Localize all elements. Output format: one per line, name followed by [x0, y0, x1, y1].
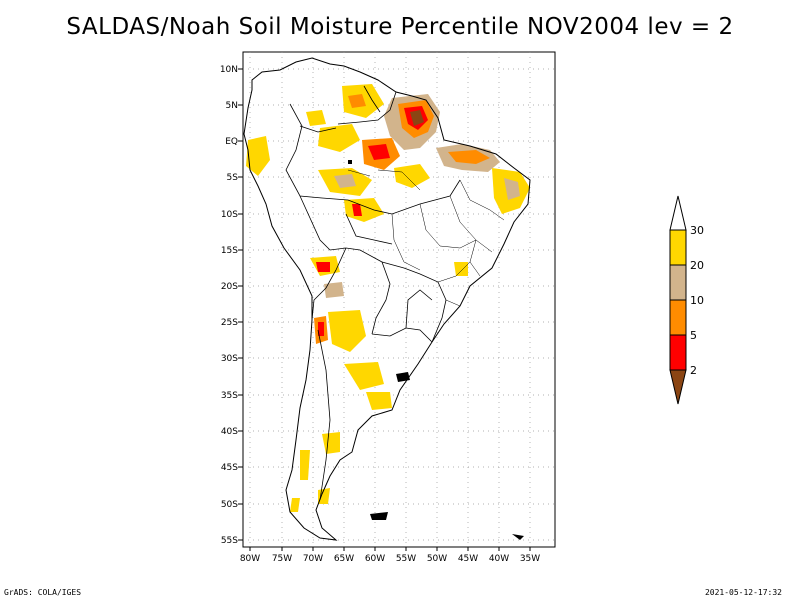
lat-label: 45S: [221, 463, 238, 473]
islands: [348, 160, 524, 540]
patch-red: [352, 204, 362, 216]
footer-timestamp: 2021-05-12-17:32: [704, 588, 782, 597]
patch-yellow: [366, 392, 392, 410]
lat-label: 50S: [221, 500, 238, 510]
lat-label: 25S: [221, 318, 238, 328]
tick-marks: [238, 68, 531, 551]
patch-tan: [334, 174, 356, 188]
lon-label: 45W: [458, 554, 478, 564]
patch-tan: [324, 282, 344, 298]
colorbar-label: 30: [690, 224, 704, 237]
lon-label: 65W: [334, 554, 354, 564]
plot-frame: [242, 51, 556, 548]
patch-yellow: [344, 198, 384, 222]
patch-yellow: [246, 136, 270, 176]
colorbar-segment-2-5: [669, 334, 687, 371]
patch-yellow: [306, 110, 326, 126]
lat-label: 55S: [221, 536, 238, 546]
lat-label: EQ: [225, 137, 238, 147]
lat-label: 35S: [221, 391, 238, 401]
lon-label: 60W: [365, 554, 385, 564]
coastline: [243, 57, 531, 541]
lat-label: 20S: [221, 282, 238, 292]
lon-label: 35W: [520, 554, 540, 564]
patch-yellow: [328, 310, 366, 352]
state-borders: [347, 169, 505, 307]
colorbar-segment-20-30: [669, 229, 687, 266]
lat-label: 10N: [220, 65, 238, 75]
patch-yellow: [394, 164, 430, 188]
colorbar-segment-10-20: [669, 264, 687, 301]
patch-yellow: [454, 262, 468, 276]
lon-label: 80W: [240, 554, 260, 564]
lat-labels: 10N 5N EQ 5S 10S 15S 20S 25S 30S 35S 40S…: [220, 65, 238, 546]
patch-red: [318, 322, 324, 336]
map-title: SALDAS/Noah Soil Moisture Percentile NOV…: [66, 14, 734, 40]
patch-yellow: [290, 498, 300, 512]
patch-red: [316, 262, 330, 272]
lon-label: 55W: [396, 554, 416, 564]
colorbar: 30 20 10 5 2: [669, 195, 704, 405]
patch-yellow: [344, 362, 384, 390]
colorbar-label: 5: [690, 329, 697, 342]
patch-red: [368, 144, 390, 160]
lon-label: 70W: [303, 554, 323, 564]
patch-brown: [410, 110, 424, 126]
colorbar-label: 10: [690, 294, 704, 307]
patch-yellow: [322, 432, 340, 454]
patch-orange: [348, 94, 366, 108]
colorbar-label: 20: [690, 259, 704, 272]
footer-credit: GrADS: COLA/IGES: [4, 588, 82, 597]
colorbar-cap-top: [669, 195, 687, 231]
lat-label: 10S: [221, 210, 238, 220]
patch-yellow: [318, 124, 360, 152]
shaded-patches: [246, 84, 530, 512]
patch-orange: [448, 150, 490, 164]
lat-label: 15S: [221, 246, 238, 256]
colorbar-cap-bottom: [669, 369, 687, 405]
lon-label: 40W: [489, 554, 509, 564]
colorbar-label: 2: [690, 364, 697, 377]
lon-labels: 80W 75W 70W 65W 60W 55W 50W 45W 40W 35W: [240, 554, 540, 564]
lat-label: 40S: [221, 427, 238, 437]
colorbar-segment-5-10: [669, 299, 687, 336]
lon-label: 50W: [427, 554, 447, 564]
lon-label: 75W: [272, 554, 292, 564]
lat-label: 5N: [226, 101, 238, 111]
patch-tan: [504, 178, 520, 200]
lat-label: 30S: [221, 354, 238, 364]
patch-yellow: [300, 450, 310, 480]
lat-label: 5S: [227, 173, 239, 183]
